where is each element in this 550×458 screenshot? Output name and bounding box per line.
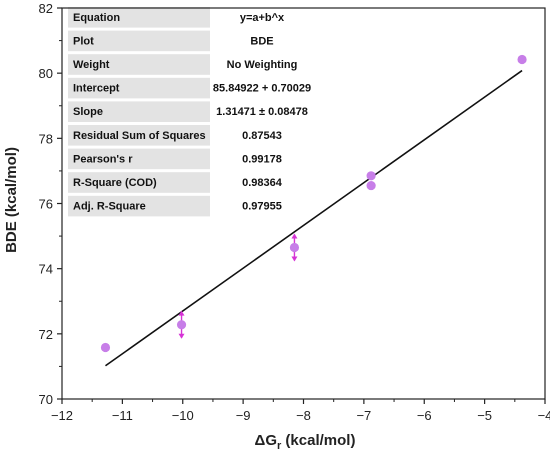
x-tick-label: −8 xyxy=(296,408,311,423)
x-tick-label: −10 xyxy=(172,408,194,423)
x-tick-label: −9 xyxy=(236,408,251,423)
x-axis-title-main: ΔG xyxy=(255,432,277,449)
y-axis-ticks: 70 72 74 76 78 80 82 xyxy=(39,1,62,407)
x-axis-title-subscript: r xyxy=(277,440,282,452)
x-tick-label: −12 xyxy=(51,408,73,423)
x-tick-label: −7 xyxy=(356,408,371,423)
stats-key-cell xyxy=(68,30,210,52)
stats-key-label: Plot xyxy=(73,35,94,47)
y-tick-label: 74 xyxy=(39,262,53,277)
x-tick-label: −6 xyxy=(417,408,432,423)
stats-key-cell xyxy=(68,195,210,217)
stats-key-cell xyxy=(68,54,210,75)
y-tick-label: 72 xyxy=(39,327,53,342)
fit-line-group xyxy=(105,69,523,367)
y-axis-title: BDE (kcal/mol) xyxy=(3,147,20,253)
data-point xyxy=(289,242,300,253)
stats-key-label: Intercept xyxy=(73,83,120,95)
y-tick-label: 80 xyxy=(39,66,53,81)
stats-key-label: Equation xyxy=(73,12,120,24)
stats-key-cell xyxy=(68,148,210,170)
data-points xyxy=(100,54,527,353)
stats-value-label: 0.98364 xyxy=(242,177,283,189)
y-tick-label: 78 xyxy=(39,131,53,146)
x-axis-title: ΔGr (kcal/mol) xyxy=(255,432,356,452)
y-tick-label: 76 xyxy=(39,197,53,212)
stats-table: Equation y=a+b^x Plot BDE Weight No Weighting… xyxy=(68,7,311,217)
stats-key-cell xyxy=(68,172,210,193)
stats-value-label: 0.87543 xyxy=(242,130,282,142)
stats-key-cell xyxy=(68,125,210,146)
error-bar-cap-top xyxy=(178,310,185,316)
data-point xyxy=(366,171,376,181)
error-bar-cap-bottom xyxy=(178,333,185,339)
stats-key-label: Residual Sum of Squares xyxy=(73,130,206,142)
x-tick-label: −5 xyxy=(477,408,492,423)
stats-key-label: R-Square (COD) xyxy=(73,177,157,189)
x-tick-label: −11 xyxy=(112,408,133,423)
stats-value-label: 0.99178 xyxy=(242,153,282,165)
data-point xyxy=(176,320,187,330)
stats-value-label: 1.31471 ± 0.08478 xyxy=(216,106,308,118)
x-axis-title-unit: (kcal/mol) xyxy=(281,432,355,449)
y-tick-label: 70 xyxy=(39,392,53,407)
x-tick-label: −4 xyxy=(538,408,550,423)
stats-key-label: Adj. R-Square xyxy=(73,201,146,213)
data-point xyxy=(100,342,111,353)
data-point xyxy=(366,180,376,191)
error-bar-cap-top xyxy=(291,233,298,239)
error-bar-cap-bottom xyxy=(291,256,298,262)
y-tick-label: 82 xyxy=(39,1,53,16)
stats-value-label: BDE xyxy=(250,35,273,47)
stats-key-label: Weight xyxy=(73,59,110,71)
data-point xyxy=(517,54,527,65)
stats-key-cell xyxy=(68,77,210,99)
stats-value-label: 0.97955 xyxy=(242,201,282,213)
stats-value-label: 85.84922 + 0.70029 xyxy=(213,83,311,95)
stats-value-label: y=a+b^x xyxy=(240,12,285,24)
stats-key-cell xyxy=(68,7,210,28)
fit-line xyxy=(105,69,523,367)
stats-key-label: Pearson's r xyxy=(73,153,133,165)
x-axis-ticks: −12 −11 −10 −9 −8 −7 −6 −5 −4 xyxy=(51,399,550,423)
stats-key-label: Slope xyxy=(73,106,103,118)
stats-value-label: No Weighting xyxy=(227,59,298,71)
stats-key-cell xyxy=(68,101,210,122)
